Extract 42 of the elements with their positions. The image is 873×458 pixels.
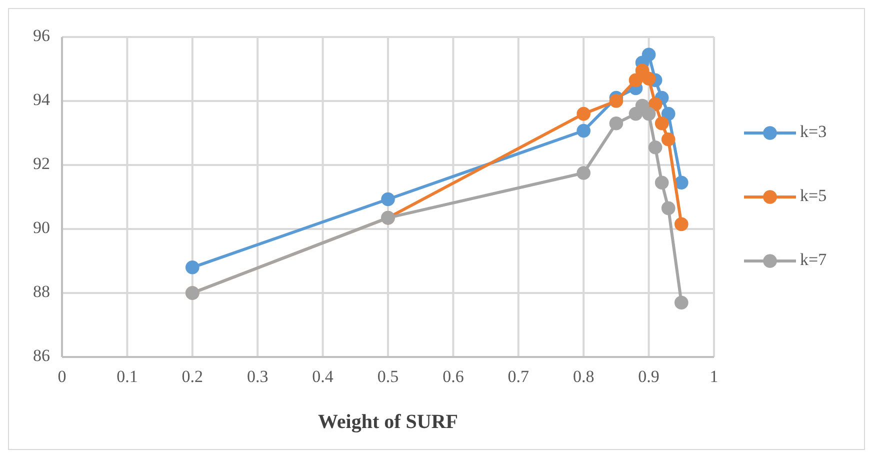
y-tick-label: 94: [33, 90, 50, 109]
x-tick-label: 0.2: [182, 367, 204, 386]
point: [381, 192, 395, 206]
x-tick-label: 0.4: [312, 367, 334, 386]
point: [674, 296, 688, 310]
point: [576, 166, 591, 180]
point: [642, 106, 656, 121]
point: [609, 94, 624, 108]
x-tick-label: 0.8: [572, 367, 594, 386]
y-tick-label: 92: [33, 154, 50, 173]
point: [661, 132, 676, 146]
x-tick-label: 0: [58, 367, 66, 386]
legend-label: k=3: [800, 122, 827, 141]
y-tick-label: 96: [33, 26, 50, 45]
y-tick-label: 88: [33, 282, 50, 301]
x-tick-label: 1: [710, 367, 718, 386]
x-tick-label: 0.3: [246, 367, 268, 386]
point: [674, 217, 688, 232]
point: [609, 116, 624, 130]
point: [661, 106, 676, 121]
point: [654, 116, 669, 130]
legend-label: k=5: [800, 186, 827, 205]
x-tick-label: 0.5: [377, 367, 399, 386]
legend-label: k=7: [800, 250, 828, 269]
point: [642, 72, 656, 86]
point: [576, 124, 591, 138]
x-tick-label: 0.7: [508, 367, 530, 386]
x-tick-label: 0.9: [638, 367, 660, 386]
y-tick-label: 90: [33, 218, 50, 237]
point: [648, 140, 662, 154]
point: [576, 106, 591, 121]
point: [654, 176, 669, 190]
x-tick-label: 0.6: [442, 367, 464, 386]
y-tick-label: 86: [33, 346, 50, 365]
point: [642, 48, 656, 62]
point: [628, 73, 643, 88]
x-axis-title: Weight of SURF: [318, 411, 458, 433]
point: [185, 260, 200, 274]
point: [674, 176, 688, 190]
point: [648, 97, 662, 112]
x-tick-label: 0.1: [116, 367, 138, 386]
point: [661, 201, 676, 216]
